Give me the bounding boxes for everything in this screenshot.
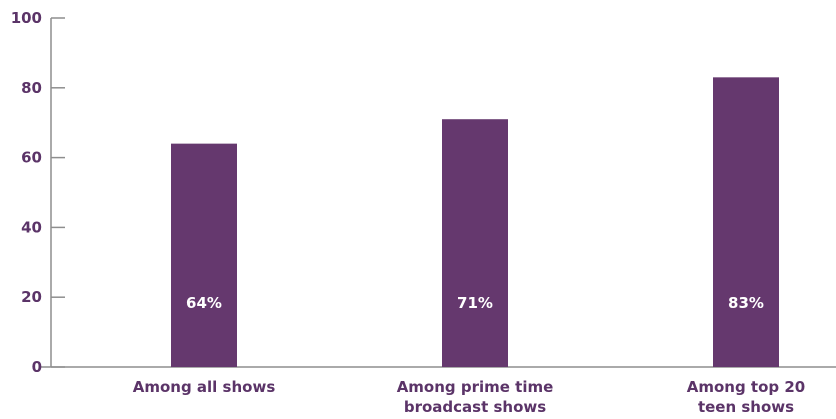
y-tick-label: 0 <box>32 358 42 376</box>
x-category-label: Among top 20 <box>687 378 806 396</box>
bar-value-label: 64% <box>186 294 222 312</box>
bar <box>442 119 508 368</box>
bars <box>171 77 779 368</box>
y-tick-label: 100 <box>11 9 42 27</box>
bar-value-label: 83% <box>728 294 764 312</box>
bar-value-label: 71% <box>457 294 493 312</box>
bar <box>713 77 779 367</box>
y-tick-label: 60 <box>21 149 42 167</box>
x-category-label: teen shows <box>698 398 794 416</box>
y-tick-label: 20 <box>21 288 42 306</box>
x-category-label: Among prime time <box>397 378 554 396</box>
bar <box>171 143 237 367</box>
x-category-label: Among all shows <box>133 378 276 396</box>
y-tick-label: 40 <box>21 218 42 236</box>
y-tick-label: 80 <box>21 79 42 97</box>
labels: 0 20 40 60 80 100 64% Among all shows 71% Among p… <box>11 9 806 416</box>
x-category-label: broadcast shows <box>404 398 546 416</box>
